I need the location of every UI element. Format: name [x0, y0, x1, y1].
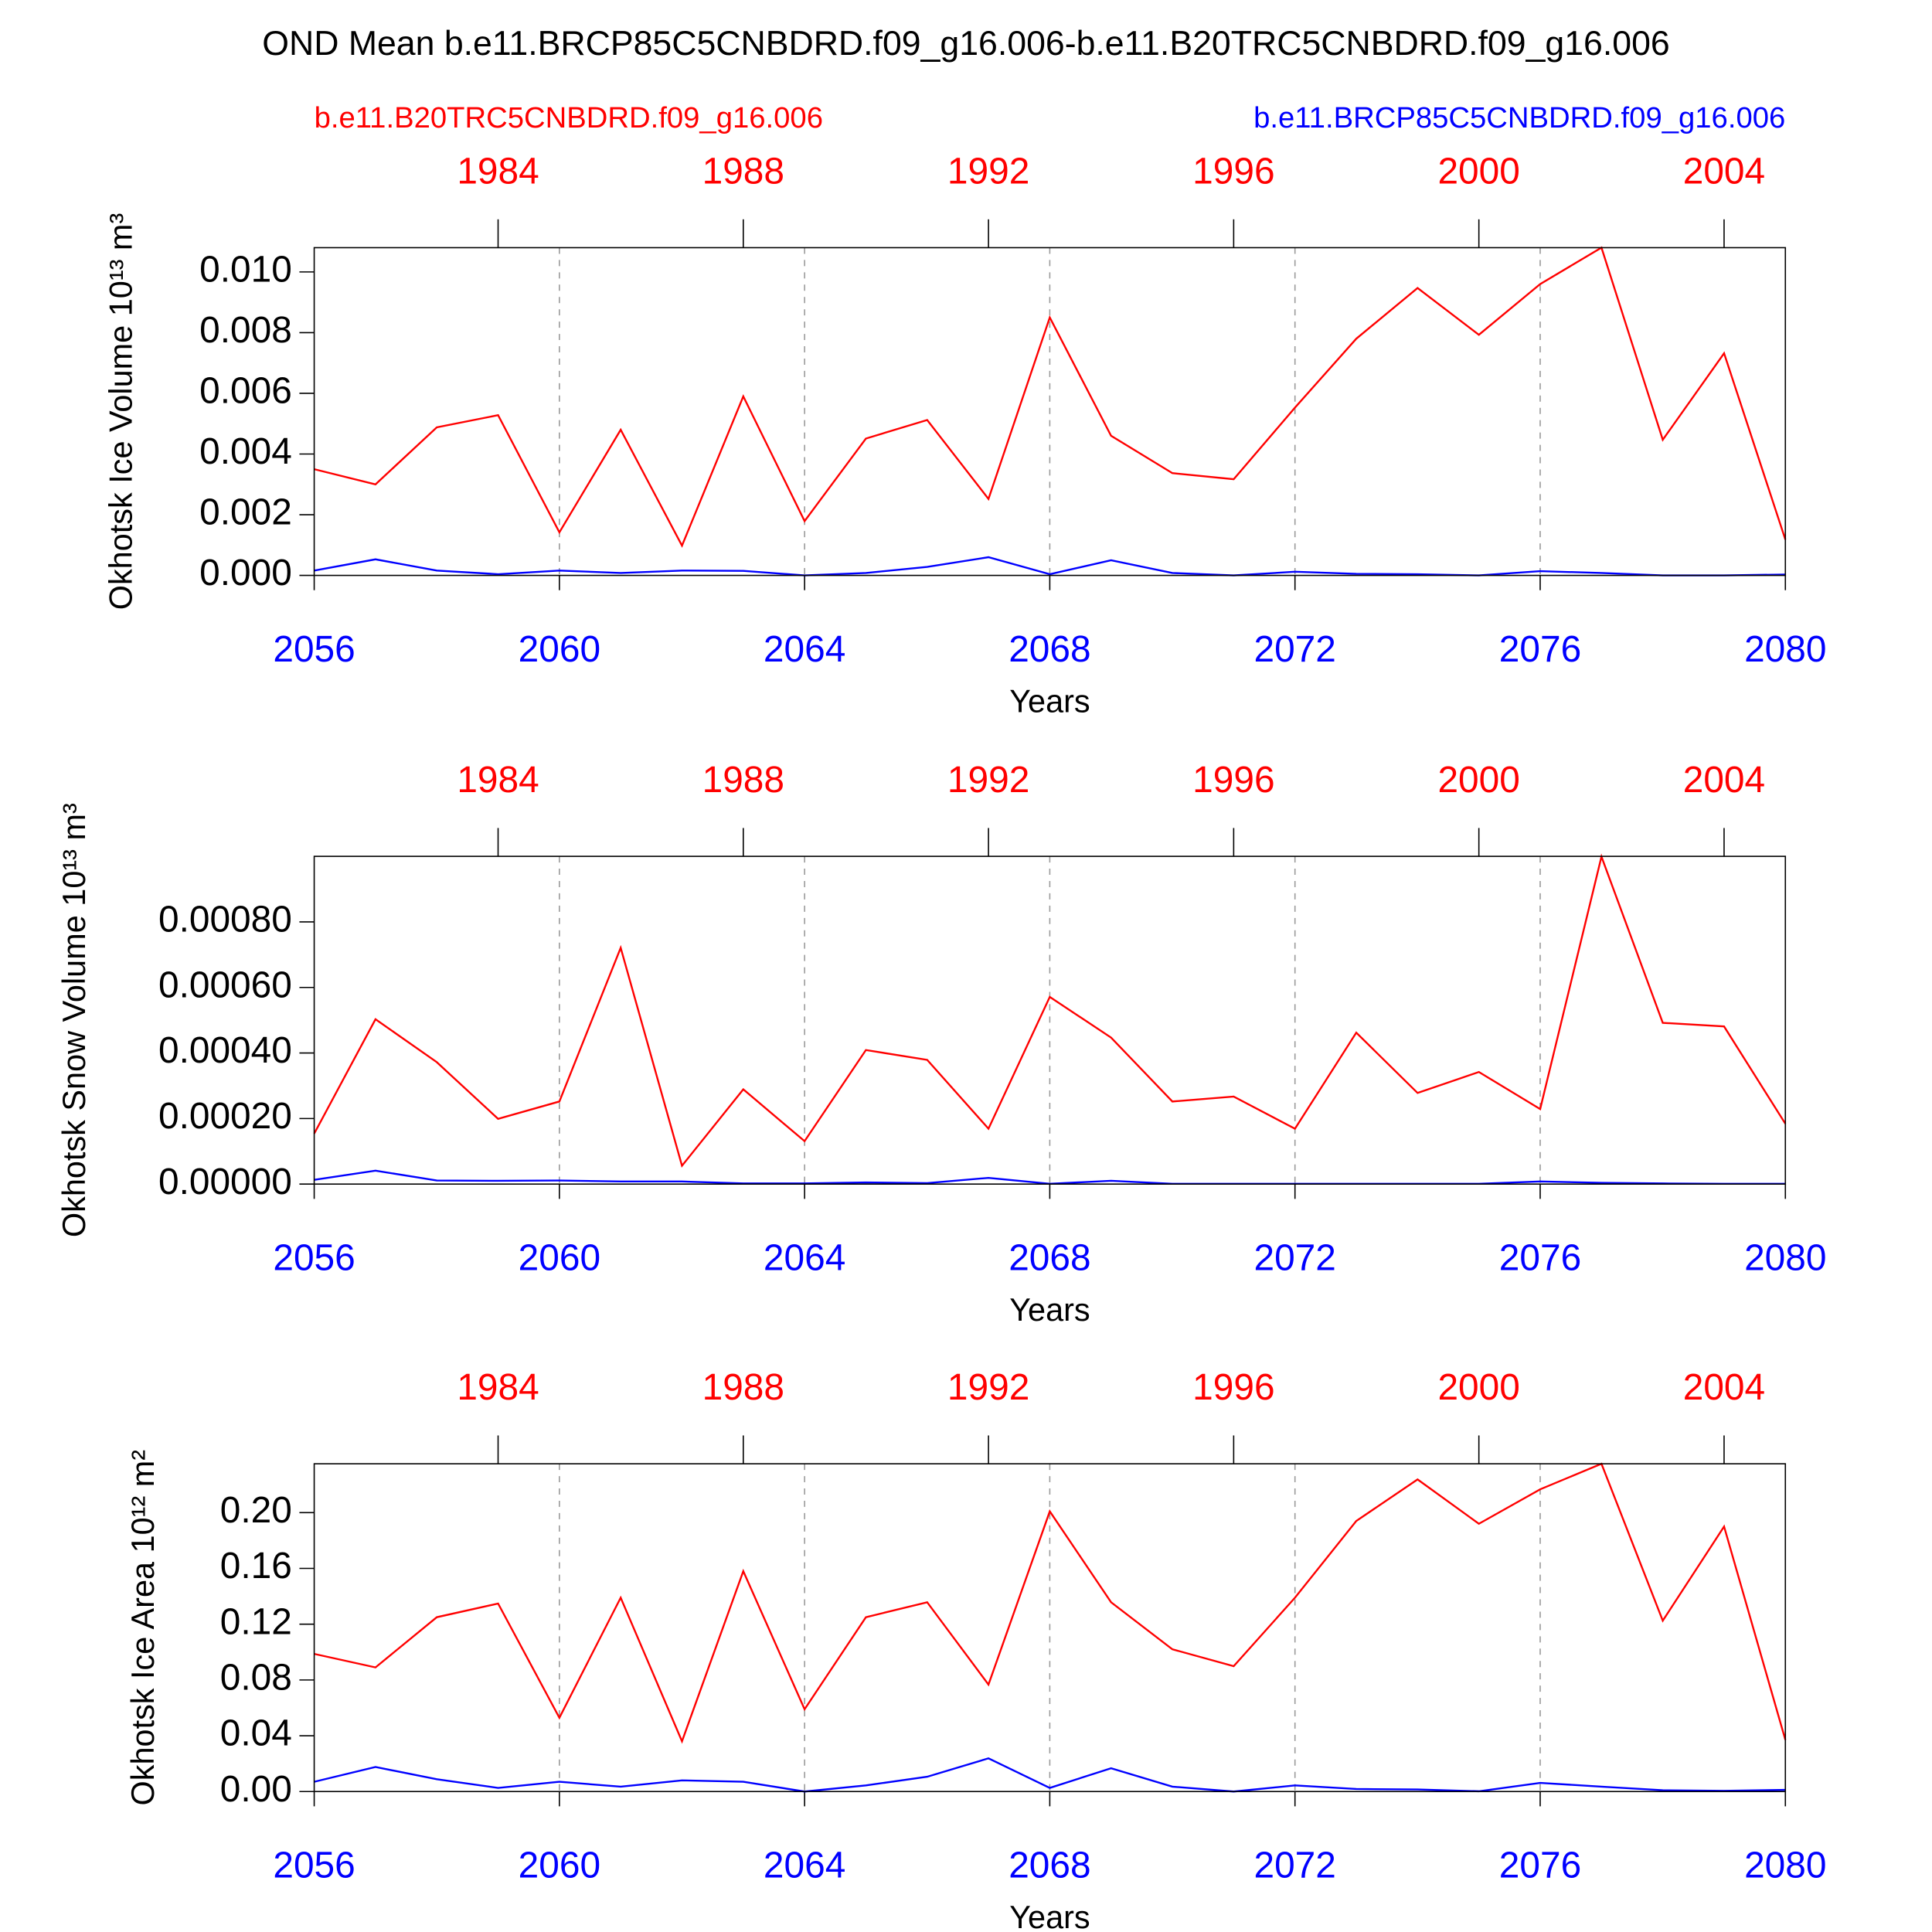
x2-tick-label: 1984 — [457, 1367, 539, 1408]
plot-frame — [313, 247, 1787, 577]
x-tick-label: 2056 — [273, 629, 355, 670]
y-tick-label: 0.12 — [220, 1601, 292, 1642]
y-tick-label: 0.00060 — [158, 964, 292, 1005]
y-tick-label: 0.002 — [199, 492, 292, 533]
y-tick-label: 0.00000 — [158, 1162, 292, 1202]
data-line — [313, 853, 1787, 1168]
x-tick-label: 2068 — [1009, 1238, 1090, 1279]
x-tick-label: 2064 — [764, 1845, 845, 1886]
x2-tick-label: 1996 — [1192, 760, 1274, 801]
y-axis-label: Okhotsk Ice Area 10¹² m² — [124, 1450, 161, 1806]
x2-tick-label: 1988 — [702, 1367, 784, 1408]
x-tick-label: 2080 — [1744, 1238, 1826, 1279]
chart: 0.00 0.04 0.08 0.12 0.16 0.20 2056 2060 2064 2068… — [124, 1367, 1826, 1932]
y-tick-label: 0.010 — [199, 250, 292, 291]
data-line — [314, 246, 1787, 548]
legend-entry: b.e11.B20TRC5CNBDRD.f09_g16.006 — [315, 101, 823, 134]
x2-tick-label: 2004 — [1683, 760, 1765, 801]
x-tick-label: 2064 — [764, 1238, 845, 1279]
y-tick-label: 0.004 — [199, 431, 292, 472]
y-axis-label: Okhotsk Ice Volume 10¹³ m³ — [102, 213, 138, 611]
x-tick-label: 2076 — [1499, 629, 1581, 670]
y-tick-label: 0.00 — [220, 1769, 292, 1810]
x2-tick-label: 1992 — [947, 1367, 1029, 1408]
y-tick-label: 0.08 — [220, 1658, 292, 1699]
y-tick-label: 0.00040 — [158, 1030, 292, 1071]
x2-tick-label: 2000 — [1437, 151, 1519, 192]
x-tick-label: 2080 — [1744, 629, 1826, 670]
x-tick-label: 2060 — [519, 1845, 600, 1886]
data-line — [314, 1462, 1787, 1744]
x-axis-label: Years — [1009, 1291, 1090, 1328]
x-tick-label: 2072 — [1253, 1845, 1335, 1886]
data-line — [314, 1757, 1786, 1793]
y-tick-label: 0.00080 — [158, 900, 292, 940]
x-tick-label: 2080 — [1744, 1845, 1826, 1886]
chart: 0.000 0.002 0.004 0.006 0.008 0.010 2056 2060 20… — [102, 151, 1826, 719]
x-tick-label: 2056 — [273, 1238, 355, 1279]
y-axis-label: Okhotsk Snow Volume 10¹³ m³ — [56, 803, 92, 1237]
figure-title: OND Mean b.e11.BRCP85C5CNBDRD.f09_g16.00… — [262, 25, 1669, 63]
x-tick-label: 2060 — [519, 629, 600, 670]
x2-tick-label: 2004 — [1683, 151, 1765, 192]
x2-tick-label: 1992 — [947, 760, 1029, 801]
plot-frame — [313, 1463, 1787, 1793]
x2-tick-label: 1984 — [457, 760, 539, 801]
x-tick-label: 2076 — [1499, 1845, 1581, 1886]
x2-tick-label: 1996 — [1192, 1367, 1274, 1408]
x-tick-label: 2060 — [519, 1238, 600, 1279]
plot-frame — [313, 855, 1787, 1185]
x-tick-label: 2068 — [1009, 629, 1090, 670]
x-tick-label: 2076 — [1499, 1238, 1581, 1279]
x-tick-label: 2064 — [764, 629, 845, 670]
data-line — [314, 556, 1786, 577]
x2-tick-label: 1988 — [702, 760, 784, 801]
x-tick-label: 2072 — [1253, 629, 1335, 670]
y-tick-label: 0.20 — [220, 1490, 292, 1531]
x2-tick-label: 2000 — [1437, 1367, 1519, 1408]
y-tick-label: 0.00020 — [158, 1096, 292, 1137]
x2-tick-label: 2000 — [1437, 760, 1519, 801]
legend-entry: b.e11.BRCP85C5CNBDRD.f09_g16.006 — [1253, 101, 1785, 134]
x2-tick-label: 1984 — [457, 151, 539, 192]
x-axis-label: Years — [1009, 682, 1090, 719]
x2-tick-label: 2004 — [1683, 1367, 1765, 1408]
x-tick-label: 2072 — [1253, 1238, 1335, 1279]
y-tick-label: 0.04 — [220, 1713, 292, 1754]
x-tick-label: 2068 — [1009, 1845, 1090, 1886]
chart: 0.00000 0.00020 0.00040 0.00060 0.00080 2056 2… — [56, 760, 1827, 1328]
x2-tick-label: 1988 — [702, 151, 784, 192]
x-tick-label: 2056 — [273, 1845, 355, 1886]
y-tick-label: 0.000 — [199, 553, 292, 594]
y-tick-label: 0.16 — [220, 1546, 292, 1587]
x2-tick-label: 1996 — [1192, 151, 1274, 192]
x-axis-label: Years — [1009, 1899, 1090, 1932]
y-tick-label: 0.008 — [199, 310, 292, 351]
y-tick-label: 0.006 — [199, 371, 292, 412]
x2-tick-label: 1992 — [947, 151, 1029, 192]
